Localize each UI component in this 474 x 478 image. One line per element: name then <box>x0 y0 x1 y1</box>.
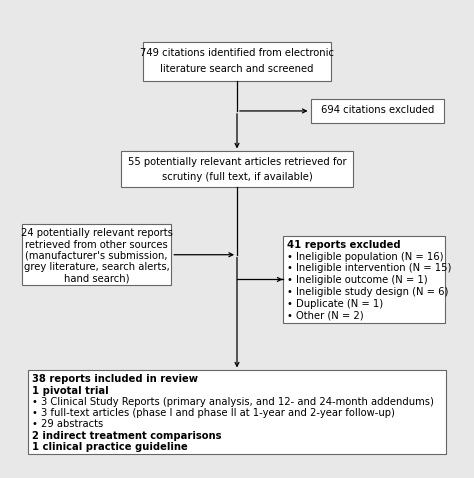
Text: 1 pivotal trial: 1 pivotal trial <box>32 386 109 396</box>
Text: • Duplicate (N = 1): • Duplicate (N = 1) <box>287 299 383 309</box>
Text: • Ineligible study design (N = 6): • Ineligible study design (N = 6) <box>287 287 448 297</box>
Text: scrutiny (full text, if available): scrutiny (full text, if available) <box>162 172 312 182</box>
FancyBboxPatch shape <box>22 224 171 285</box>
Text: hand search): hand search) <box>64 273 129 283</box>
Text: • Ineligible outcome (N = 1): • Ineligible outcome (N = 1) <box>287 275 428 285</box>
Text: 41 reports excluded: 41 reports excluded <box>287 240 401 250</box>
FancyBboxPatch shape <box>121 152 353 187</box>
Text: literature search and screened: literature search and screened <box>160 64 314 74</box>
Text: (manufacturer's submission,: (manufacturer's submission, <box>26 251 168 261</box>
Text: • 3 Clinical Study Reports (primary analysis, and 12- and 24-month addendums): • 3 Clinical Study Reports (primary anal… <box>32 397 434 407</box>
Text: • Ineligible intervention (N = 15): • Ineligible intervention (N = 15) <box>287 263 452 273</box>
Text: 38 reports included in review: 38 reports included in review <box>32 374 198 384</box>
Text: • Other (N = 2): • Other (N = 2) <box>287 311 364 321</box>
Text: grey literature, search alerts,: grey literature, search alerts, <box>24 262 170 272</box>
FancyBboxPatch shape <box>144 43 330 81</box>
Text: • Ineligible population (N = 16): • Ineligible population (N = 16) <box>287 251 444 261</box>
Text: 749 citations identified from electronic: 749 citations identified from electronic <box>140 48 334 58</box>
FancyBboxPatch shape <box>283 236 445 323</box>
Text: retrieved from other sources: retrieved from other sources <box>25 239 168 250</box>
Text: 55 potentially relevant articles retrieved for: 55 potentially relevant articles retriev… <box>128 157 346 167</box>
Text: 694 citations excluded: 694 citations excluded <box>321 105 434 115</box>
FancyBboxPatch shape <box>27 370 447 454</box>
FancyBboxPatch shape <box>310 98 444 123</box>
Text: 1 clinical practice guideline: 1 clinical practice guideline <box>32 442 188 452</box>
Text: • 29 abstracts: • 29 abstracts <box>32 419 103 429</box>
Text: 24 potentially relevant reports: 24 potentially relevant reports <box>21 228 173 239</box>
Text: • 3 full-text articles (phase I and phase II at 1-year and 2-year follow-up): • 3 full-text articles (phase I and phas… <box>32 408 395 418</box>
Text: 2 indirect treatment comparisons: 2 indirect treatment comparisons <box>32 431 221 441</box>
